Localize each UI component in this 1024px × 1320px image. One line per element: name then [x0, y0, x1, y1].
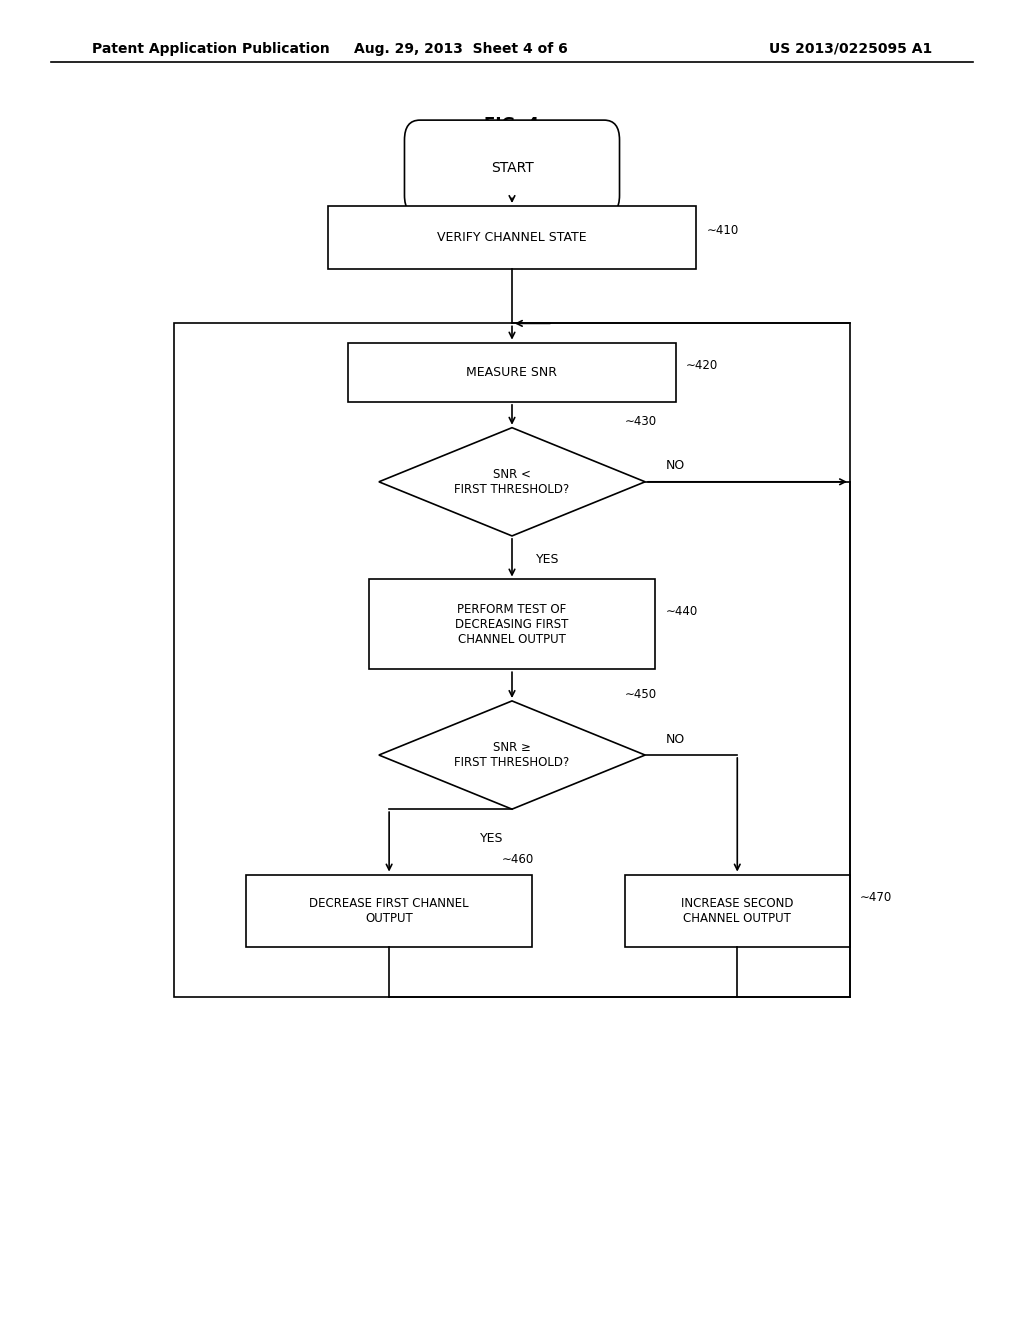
Bar: [348, 342, 676, 401]
Text: ∼430: ∼430: [625, 414, 656, 428]
Text: ∼450: ∼450: [625, 688, 656, 701]
Text: START: START: [490, 161, 534, 174]
FancyBboxPatch shape: [404, 120, 620, 215]
Text: PERFORM TEST OF
DECREASING FIRST
CHANNEL OUTPUT: PERFORM TEST OF DECREASING FIRST CHANNEL…: [456, 603, 568, 645]
Text: ∼410: ∼410: [707, 224, 738, 238]
Text: SNR <
FIRST THRESHOLD?: SNR < FIRST THRESHOLD?: [455, 467, 569, 496]
Bar: [246, 874, 532, 948]
Text: SNR ≥
FIRST THRESHOLD?: SNR ≥ FIRST THRESHOLD?: [455, 741, 569, 770]
Text: VERIFY CHANNEL STATE: VERIFY CHANNEL STATE: [437, 231, 587, 244]
Bar: [369, 579, 655, 669]
Text: FIG. 4: FIG. 4: [484, 116, 540, 135]
Polygon shape: [379, 701, 645, 809]
Bar: [174, 323, 850, 997]
Polygon shape: [379, 428, 645, 536]
Text: Aug. 29, 2013  Sheet 4 of 6: Aug. 29, 2013 Sheet 4 of 6: [354, 42, 567, 55]
Text: INCREASE SECOND
CHANNEL OUTPUT: INCREASE SECOND CHANNEL OUTPUT: [681, 896, 794, 925]
Text: ∼470: ∼470: [860, 891, 892, 904]
Text: ∼440: ∼440: [666, 605, 697, 618]
Text: NO: NO: [666, 733, 685, 746]
Bar: [625, 874, 850, 948]
Text: ∼460: ∼460: [502, 853, 534, 866]
Text: MEASURE SNR: MEASURE SNR: [467, 366, 557, 379]
Text: YES: YES: [480, 832, 503, 845]
Text: DECREASE FIRST CHANNEL
OUTPUT: DECREASE FIRST CHANNEL OUTPUT: [309, 896, 469, 925]
Text: Patent Application Publication: Patent Application Publication: [92, 42, 330, 55]
Text: NO: NO: [666, 459, 685, 473]
Bar: [328, 206, 696, 269]
Text: ∼420: ∼420: [686, 359, 718, 372]
Text: YES: YES: [537, 553, 559, 566]
Text: US 2013/0225095 A1: US 2013/0225095 A1: [769, 42, 932, 55]
